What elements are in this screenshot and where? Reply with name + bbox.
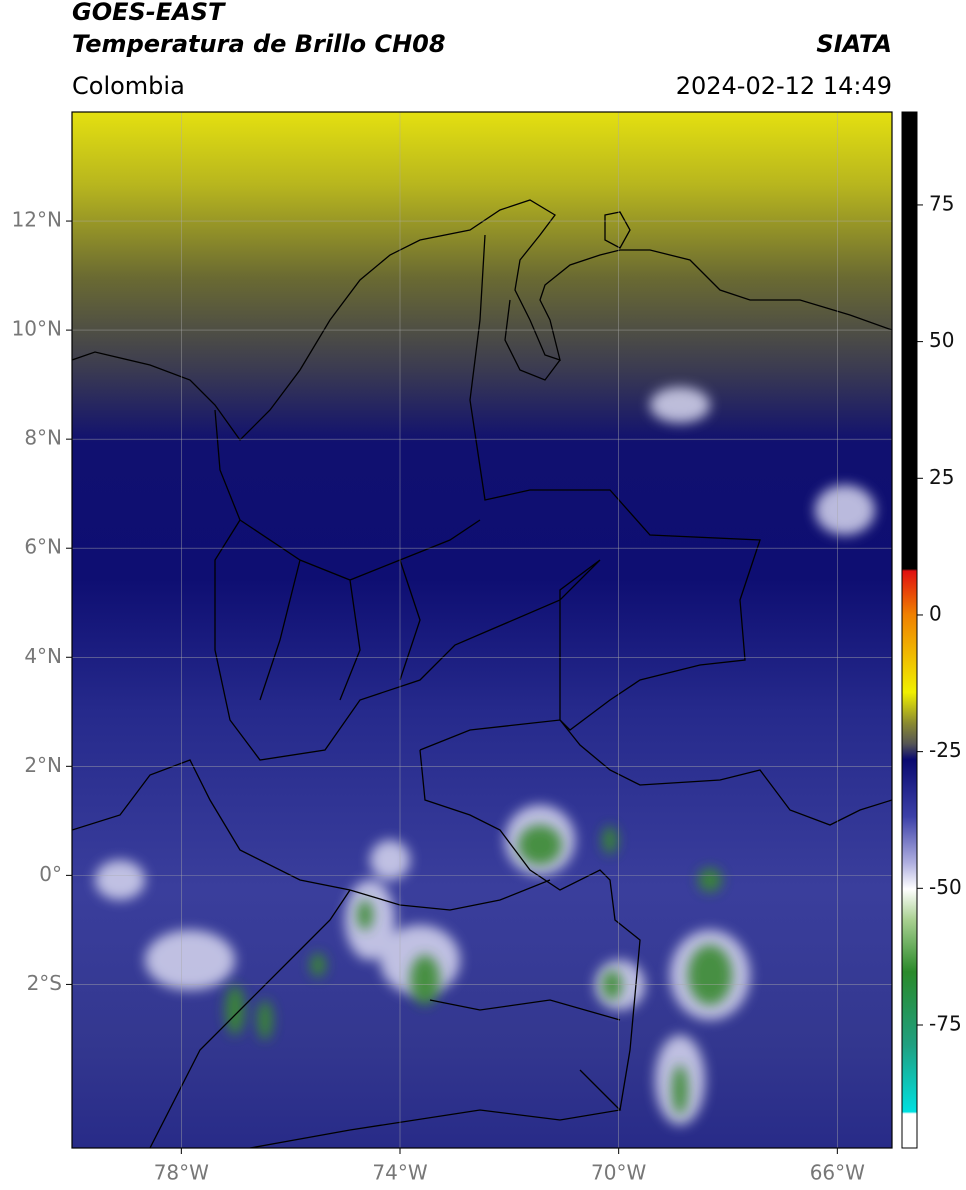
satellite-image <box>72 112 892 1148</box>
colorbar-tick-label: -25 <box>929 738 962 762</box>
source: SIATA <box>816 30 892 58</box>
subtitle: Temperatura de Brillo CH08 <box>72 30 446 58</box>
colorbar <box>901 111 918 1149</box>
colorbar-tick-label: 75 <box>929 191 954 215</box>
title: GOES-EAST <box>72 0 226 26</box>
datetime: 2024-02-12 14:49 <box>676 72 892 100</box>
y-tick-label: 6°N <box>24 535 62 559</box>
x-tick-label: 70°W <box>591 1161 646 1185</box>
region: Colombia <box>72 72 185 100</box>
x-tick-label: 78°W <box>154 1161 209 1185</box>
y-tick-label: 8°N <box>24 426 62 450</box>
colorbar-tick-label: 0 <box>929 601 942 625</box>
grid <box>72 112 892 1148</box>
colorbar-tick-label: 25 <box>929 465 954 489</box>
colorbar-tick-label: -50 <box>929 875 962 899</box>
colorbar-tick-label: -75 <box>929 1011 962 1035</box>
y-tick-label: 2°S <box>27 971 62 995</box>
colorbar-tick-label: 50 <box>929 328 954 352</box>
y-tick-label: 12°N <box>12 208 62 232</box>
y-tick-label: 10°N <box>12 317 62 341</box>
x-tick-label: 66°W <box>810 1161 865 1185</box>
x-tick-label: 74°W <box>372 1161 427 1185</box>
y-tick-label: 0° <box>39 862 62 886</box>
y-tick-label: 2°N <box>24 753 62 777</box>
map-frame <box>71 111 893 1149</box>
y-tick-label: 4°N <box>24 644 62 668</box>
